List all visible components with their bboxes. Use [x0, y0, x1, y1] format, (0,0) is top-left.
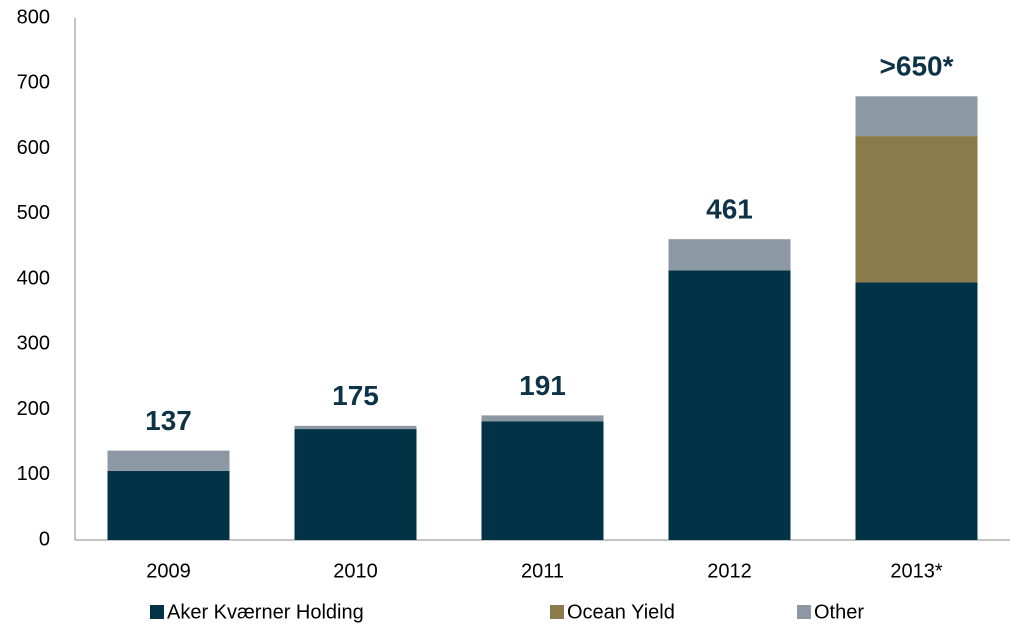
total-label: 137 — [145, 405, 192, 436]
bar-segment — [668, 270, 791, 540]
bar-segment — [855, 96, 978, 137]
y-tick-label: 300 — [17, 333, 50, 355]
bar-segment — [107, 450, 230, 471]
bar-segment — [855, 136, 978, 283]
y-tick-label: 600 — [17, 137, 50, 159]
bar-segment — [668, 239, 791, 271]
legend-swatch — [550, 605, 564, 619]
bar-segment — [294, 425, 417, 430]
bar-segment — [107, 470, 230, 540]
x-tick-label: 2013* — [890, 560, 942, 582]
x-tick-label: 2010 — [333, 560, 378, 582]
x-tick-label: 2011 — [521, 560, 564, 582]
legend-swatch — [150, 605, 164, 619]
y-tick-label: 800 — [17, 6, 50, 28]
total-label: 175 — [332, 380, 379, 411]
legend-swatch — [797, 605, 811, 619]
bar-segment — [481, 421, 604, 540]
y-tick-label: 700 — [17, 72, 50, 94]
bar-segment — [294, 429, 417, 540]
x-tick-label: 2009 — [146, 560, 191, 582]
x-tick-label: 2012 — [707, 560, 752, 582]
bar-segment — [855, 282, 978, 540]
y-tick-label: 200 — [17, 398, 50, 420]
legend-label: Other — [814, 601, 864, 623]
y-tick-label: 0 — [39, 528, 50, 550]
total-label: 461 — [706, 194, 753, 225]
total-label: 191 — [519, 370, 566, 401]
bar-segment — [481, 415, 604, 422]
y-tick-label: 500 — [17, 202, 50, 224]
legend-label: Ocean Yield — [567, 601, 675, 623]
y-tick-label: 100 — [17, 463, 50, 485]
y-tick-label: 400 — [17, 267, 50, 289]
legend-label: Aker Kværner Holding — [167, 601, 364, 623]
total-label: >650* — [880, 51, 954, 82]
